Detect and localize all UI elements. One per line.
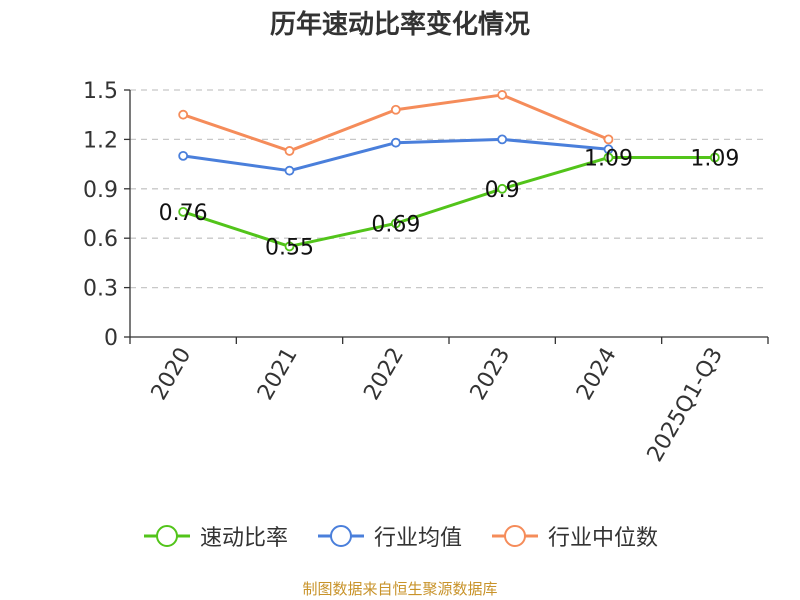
legend-swatch-icon: [492, 525, 538, 547]
data-label: 0.76: [159, 201, 208, 226]
y-tick-label: 0.6: [83, 227, 118, 252]
data-label: 1.09: [690, 147, 739, 172]
legend-label: 速动比率: [199, 526, 288, 551]
data-point-1: [497, 134, 508, 145]
legend-swatch-icon: [143, 525, 190, 547]
legend-swatch-icon: [317, 525, 364, 547]
chart-title: 历年速动比率变化情况: [269, 10, 530, 40]
data-point-2: [284, 146, 295, 156]
data-labels: 0.76 0.55 0.69 0.9 1.09 1.09: [159, 147, 740, 261]
y-tick-label: 0.9: [83, 178, 118, 203]
data-point-0: [603, 152, 614, 163]
x-tick-label: 2020: [147, 344, 197, 405]
axes: 0 0.3 0.6 0.9 1.2 1.5 2020 2021 2022 2023 2024 2025…: [83, 79, 769, 467]
data-point-1: [390, 137, 401, 148]
data-point-0: [390, 218, 401, 229]
y-tick-label: 0.3: [83, 277, 118, 302]
x-tick-label: 2024: [572, 344, 622, 405]
data-point-0: [709, 152, 720, 163]
grid-lines: [130, 89, 768, 289]
legend-label: 行业中位数: [548, 526, 659, 551]
series-line-0: [182, 156, 715, 248]
data-point-1: [178, 150, 189, 161]
data-label: 0.69: [371, 212, 420, 237]
legend-label: 行业均值: [373, 526, 462, 551]
x-tick-label: 2025Q1-Q3: [643, 344, 728, 467]
legend-item-0[interactable]: 速动比率: [142, 520, 288, 552]
y-tick-label: 1.5: [83, 79, 118, 104]
legend-item-1[interactable]: 行业均值: [316, 520, 462, 552]
source-note: 制图数据来自恒生聚源数据库: [302, 580, 498, 598]
data-point-2: [497, 90, 508, 100]
data-label: 0.55: [265, 235, 314, 260]
data-point-2: [390, 104, 401, 115]
data-point-2: [178, 109, 189, 120]
data-point-0: [178, 206, 189, 217]
legend-item-2[interactable]: 行业中位数: [490, 520, 658, 552]
series-lines: [178, 90, 720, 252]
y-tick-label: 1.2: [83, 128, 118, 153]
data-point-1: [284, 165, 295, 176]
y-tick-label: 0: [104, 326, 118, 351]
data-label: 1.09: [584, 147, 633, 172]
legend: 速动比率 行业均值 行业中位数: [0, 520, 800, 552]
data-point-0: [284, 241, 295, 252]
data-label: 0.9: [485, 178, 520, 203]
x-tick-label: 2022: [359, 344, 409, 405]
data-point-2: [603, 134, 614, 145]
data-point-0: [497, 183, 508, 194]
x-tick-label: 2021: [253, 344, 303, 405]
x-tick-label: 2023: [466, 343, 516, 404]
